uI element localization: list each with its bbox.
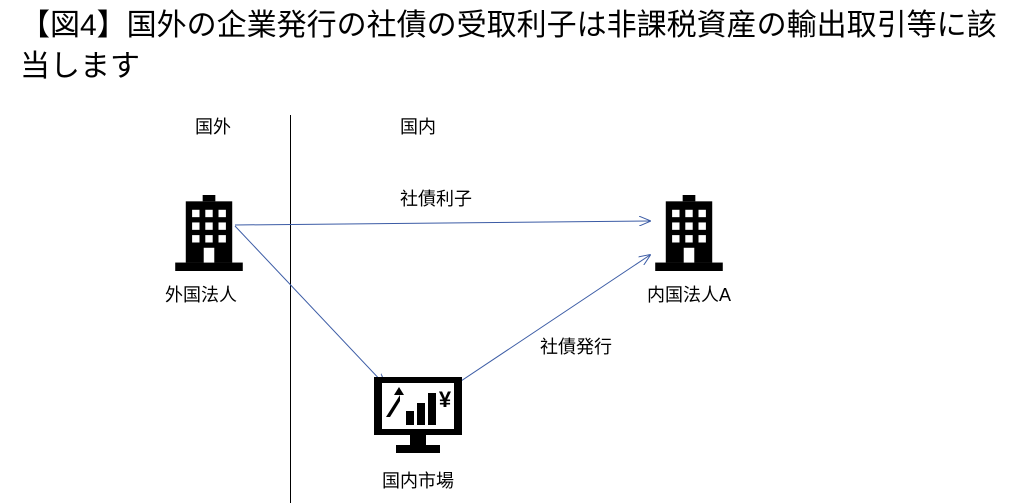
diagram-stage: 国外 国内 外国法人 [0, 95, 1019, 503]
svg-text:¥: ¥ [439, 387, 452, 412]
edge-label-bond-issue: 社債発行 [540, 333, 612, 359]
domestic-corporation-label: 内国法人A [647, 281, 731, 307]
domestic-market-label: 国内市場 [382, 467, 454, 493]
edge-to-market [235, 226, 385, 385]
edge-bond-interest [235, 221, 650, 225]
foreign-corporation-icon [175, 195, 243, 271]
domestic-market-icon: ¥ [370, 373, 466, 459]
arrows-layer [0, 95, 1019, 503]
edge-bond-issue [455, 255, 650, 385]
domestic-corporation-icon [655, 195, 723, 271]
edge-label-bond-interest: 社債利子 [400, 185, 472, 211]
figure-title: 【図4】国外の企業発行の社債の受取利子は非課税資産の輸出取引等に該当します [20, 6, 1000, 87]
foreign-corporation-label: 外国法人 [165, 281, 237, 307]
